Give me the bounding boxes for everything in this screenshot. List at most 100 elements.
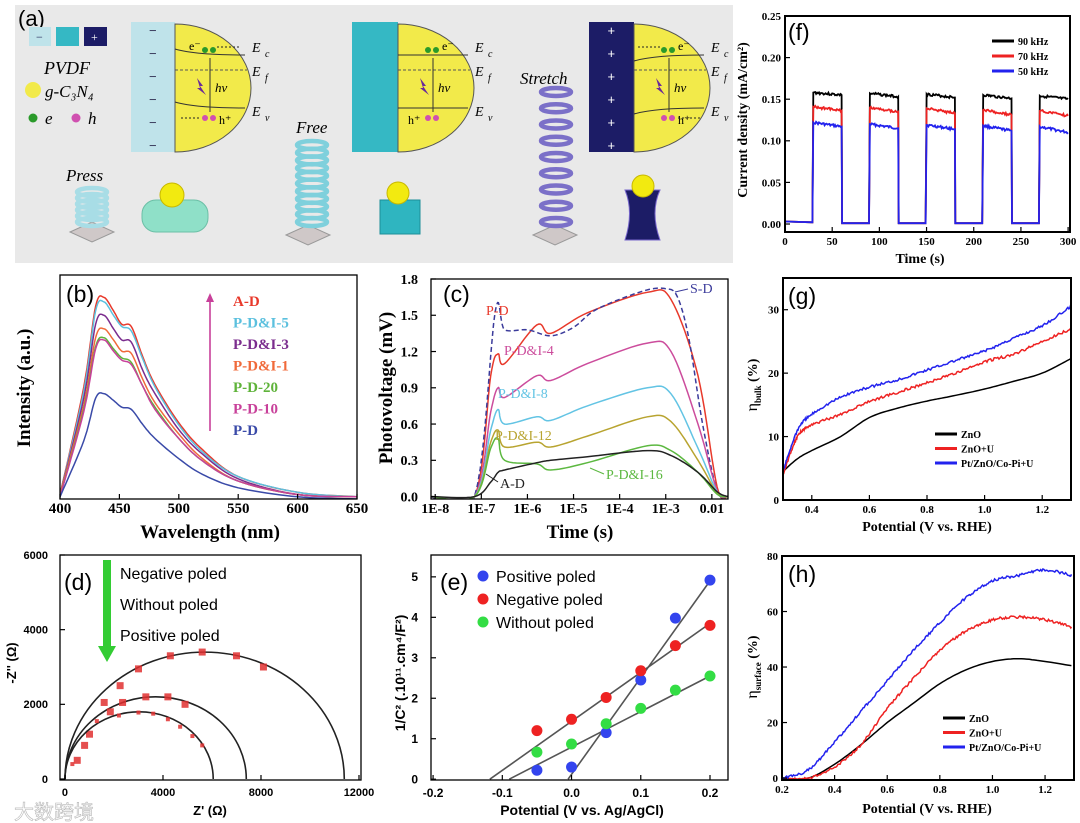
x-tick-label: 400 bbox=[49, 501, 72, 517]
electron-dot bbox=[661, 47, 667, 53]
legend-label: P-D-20 bbox=[233, 380, 278, 396]
legend-marker bbox=[477, 593, 489, 605]
series-line bbox=[60, 392, 357, 499]
data-point bbox=[704, 619, 716, 631]
electron-dot bbox=[669, 47, 675, 53]
x-axis-label: Time (s) bbox=[547, 522, 614, 543]
y-tick-label: 0 bbox=[411, 772, 418, 786]
chart-panel-b: 400 450 500 550 600 650 Wavelength (nm) Intensi… bbox=[14, 274, 368, 543]
annotation-pointer bbox=[485, 473, 499, 483]
data-point bbox=[669, 640, 681, 652]
series-line bbox=[60, 327, 357, 498]
legend-label: ZnO bbox=[969, 714, 989, 725]
plus-charge: + bbox=[608, 138, 616, 153]
legend-marker bbox=[477, 616, 489, 628]
plot-area bbox=[785, 90, 1069, 225]
spring-coil bbox=[538, 199, 574, 212]
data-point bbox=[73, 756, 81, 764]
plus-sign: + bbox=[91, 30, 98, 44]
valence-band-line bbox=[174, 101, 246, 109]
data-point bbox=[600, 727, 612, 739]
minus-charge: − bbox=[149, 23, 157, 38]
trend-arrow-head bbox=[206, 293, 214, 302]
plot-frame bbox=[430, 554, 729, 781]
stretched-pvdf-block bbox=[624, 189, 661, 241]
x-tick-label: 550 bbox=[227, 501, 250, 517]
x-tick-label: 0 bbox=[782, 236, 788, 248]
legend-arrow-head bbox=[98, 646, 116, 662]
hole-dot bbox=[202, 115, 208, 121]
panel-label: (g) bbox=[788, 283, 816, 309]
y-axis-label: -Z'' (Ω) bbox=[4, 642, 19, 683]
y-tick-label: 80 bbox=[767, 551, 779, 563]
x-tick-label: 12000 bbox=[344, 787, 375, 799]
x-tick-label: 1.0 bbox=[978, 504, 992, 516]
x-tick-label: -0.2 bbox=[423, 786, 444, 800]
pvdf-plate bbox=[352, 22, 398, 152]
legend-label: P-D bbox=[233, 423, 258, 439]
data-point bbox=[635, 702, 647, 714]
legend-label: Negative poled bbox=[120, 566, 227, 583]
y-tick-label: 10 bbox=[768, 431, 780, 443]
x-tick-label: 0.4 bbox=[805, 504, 819, 516]
electron-dot bbox=[202, 47, 208, 53]
legend-label: Pt/ZnO/Co-Pi+U bbox=[961, 459, 1033, 470]
state-label-stretch: Stretch bbox=[520, 69, 568, 88]
plus-charge: + bbox=[608, 69, 616, 84]
plus-charge: + bbox=[608, 46, 616, 61]
y-tick-label: 0.25 bbox=[762, 11, 782, 23]
series-line bbox=[60, 338, 357, 498]
band-diagram-stretch: ++++++hve⁻h⁺E cE fE v bbox=[589, 22, 729, 153]
compressed-spring bbox=[74, 185, 110, 229]
panel-label: (h) bbox=[788, 561, 816, 587]
stretched-spring bbox=[538, 85, 574, 229]
plot-frame bbox=[784, 15, 1071, 233]
plot-frame bbox=[59, 554, 362, 781]
photon-label: hv bbox=[215, 80, 228, 95]
energy-level-subscript: f bbox=[488, 73, 492, 84]
spring-coil bbox=[538, 85, 574, 99]
y-axis-label-symbol: η bbox=[744, 690, 761, 698]
data-point bbox=[142, 693, 150, 701]
panel-a-schematic: (a) − + PVDF g-C₃N₄ e h −−−−−−hve⁻h⁺E cE f… bbox=[15, 5, 733, 263]
data-point bbox=[116, 713, 121, 718]
data-point bbox=[190, 734, 195, 739]
y-axis-label: Photovoltage (mV) bbox=[376, 312, 397, 465]
data-point bbox=[200, 743, 205, 748]
y-tick-label: 0 bbox=[774, 495, 780, 507]
data-point bbox=[81, 741, 89, 749]
series-annotation: P-D&I-4 bbox=[504, 344, 554, 359]
conduction-band-line bbox=[174, 48, 246, 56]
hole-symbol: h⁺ bbox=[678, 113, 690, 127]
series-line bbox=[782, 614, 1073, 780]
energy-level-symbol: E bbox=[474, 105, 484, 120]
y-tick-label: 60 bbox=[767, 606, 779, 618]
x-tick-label: 0.2 bbox=[775, 784, 789, 796]
pvdf-plate bbox=[131, 22, 175, 152]
chart-panel-d: 0 4000 8000 12000 0 2000 4000 6000 Z' (Ω) -Z'' (Ω… bbox=[4, 550, 374, 818]
x-axis-label: Wavelength (nm) bbox=[140, 522, 280, 543]
plot-area bbox=[431, 287, 728, 499]
minus-charge: − bbox=[149, 92, 157, 107]
gcn-ball bbox=[386, 181, 410, 205]
series-line bbox=[431, 289, 728, 499]
data-point bbox=[566, 738, 578, 750]
x-tick-label: 150 bbox=[918, 236, 935, 248]
energy-level-subscript: v bbox=[488, 113, 493, 124]
y-axis-label: 1/C² (.10¹¹.cm⁴/F²) bbox=[392, 615, 408, 732]
hole-label: h bbox=[88, 109, 97, 128]
energy-level-subscript: v bbox=[724, 113, 729, 124]
free-spring bbox=[294, 138, 330, 229]
pvdf-label: PVDF bbox=[43, 58, 91, 78]
state-label-free: Free bbox=[295, 118, 328, 137]
energy-level-subscript: f bbox=[724, 73, 728, 84]
x-tick-label: 0.1 bbox=[632, 786, 649, 800]
data-point bbox=[136, 710, 141, 715]
data-point bbox=[531, 725, 543, 737]
series-line bbox=[782, 657, 1072, 780]
y-tick-label: 4 bbox=[411, 611, 418, 625]
y-axis-label-symbol: η bbox=[744, 403, 761, 411]
legend-label: ZnO bbox=[961, 430, 981, 441]
